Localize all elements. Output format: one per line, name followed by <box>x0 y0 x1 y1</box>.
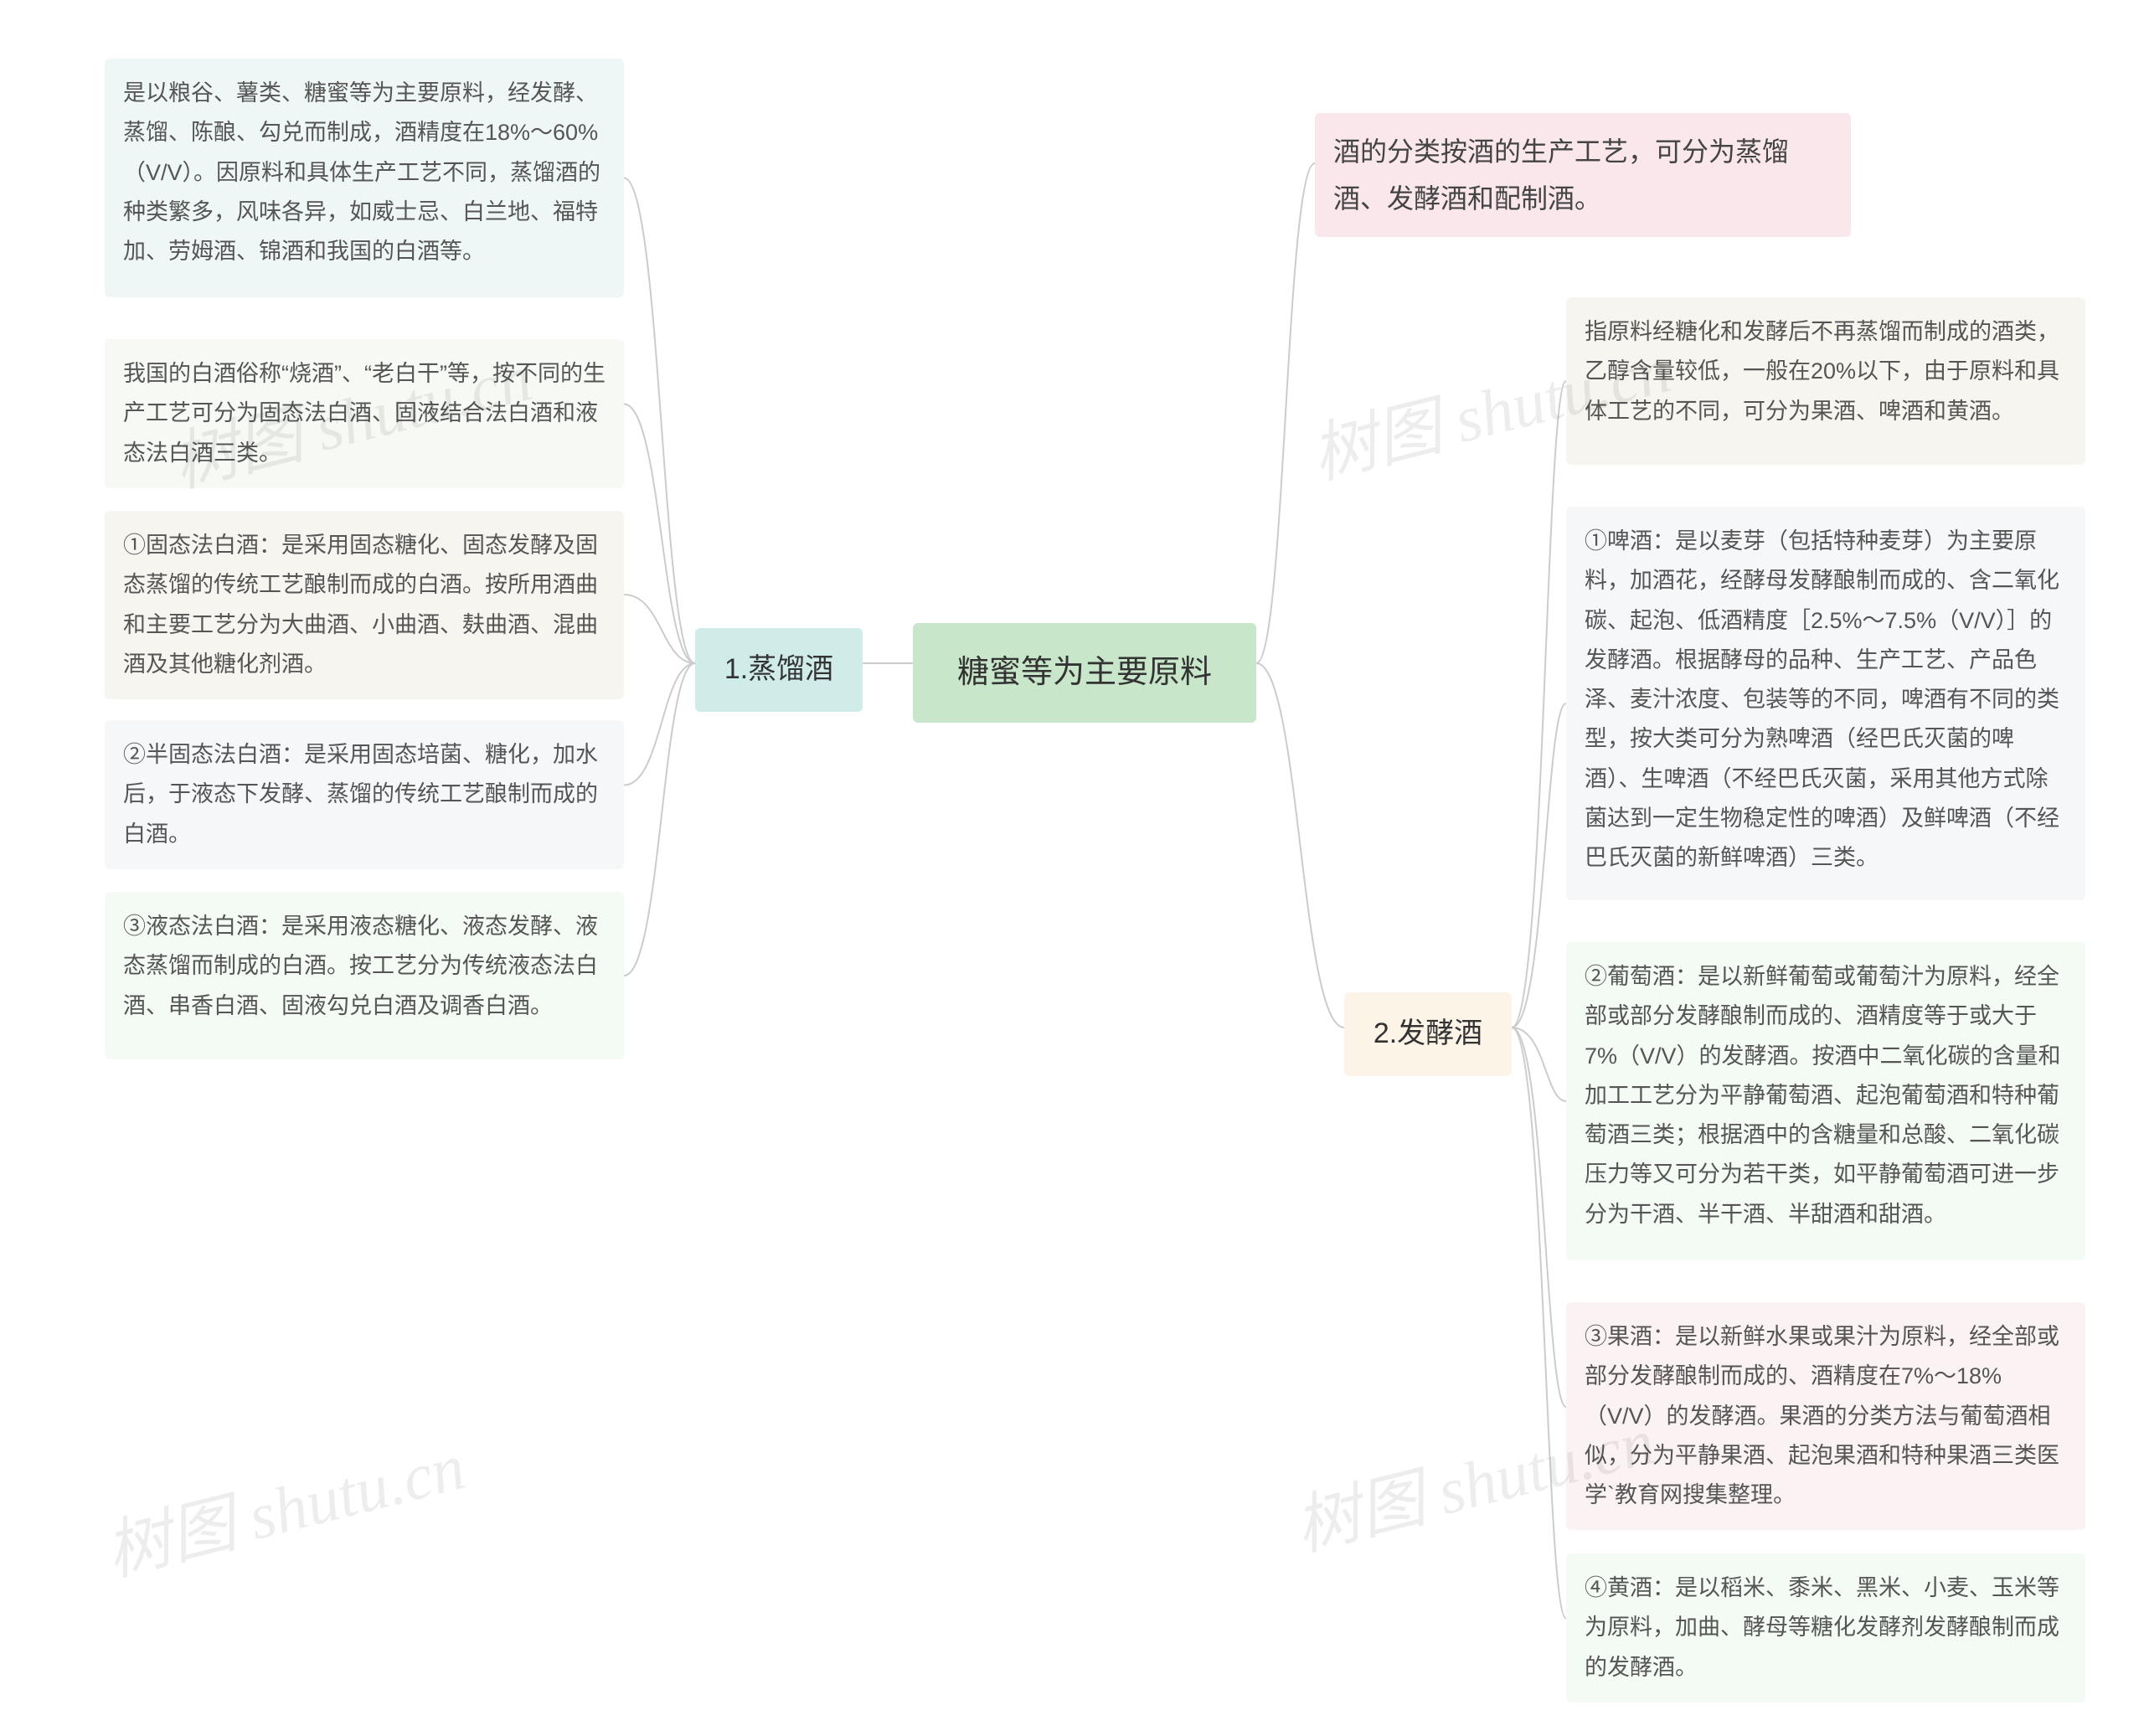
center-label: 糖蜜等为主要原料 <box>957 655 1212 690</box>
branch-fermented-label: 2.发酵酒 <box>1374 1017 1482 1049</box>
leaf-fermented-0: 指原料经糖化和发酵后不再蒸馏而制成的酒类，乙醇含量较低，一般在20%以下，由于原… <box>1566 297 2085 465</box>
leaf-distilled-1: 我国的白酒俗称“烧酒”、“老白干”等，按不同的生产工艺可分为固态法白酒、固液结合… <box>105 339 624 488</box>
branch-classification: 酒的分类按酒的生产工艺，可分为蒸馏酒、发酵酒和配制酒。 <box>1315 113 1851 237</box>
center-node: 糖蜜等为主要原料 <box>913 623 1256 723</box>
watermark: 树图 shutu.cn <box>95 1414 473 1594</box>
branch-classification-label: 酒的分类按酒的生产工艺，可分为蒸馏酒、发酵酒和配制酒。 <box>1333 137 1789 214</box>
leaf-distilled-0: 是以粮谷、薯类、糖蜜等为主要原料，经发酵、蒸馏、陈酿、勾兑而制成，酒精度在18%… <box>105 59 624 297</box>
branch-distilled: 1.蒸馏酒 <box>695 628 863 712</box>
branch-fermented: 2.发酵酒 <box>1344 992 1512 1076</box>
leaf-fermented-1: ①啤酒：是以麦芽（包括特种麦芽）为主要原料，加酒花，经酵母发酵酿制而成的、含二氧… <box>1566 507 2085 900</box>
leaf-fermented-4: ④黄酒：是以稻米、黍米、黑米、小麦、玉米等为原料，加曲、酵母等糖化发酵剂发酵酿制… <box>1566 1553 2085 1703</box>
leaf-distilled-3: ②半固态法白酒：是采用固态培菌、糖化，加水后，于液态下发酵、蒸馏的传统工艺酿制而… <box>105 720 624 869</box>
leaf-fermented-3: ③果酒：是以新鲜水果或果汁为原料，经全部或部分发酵酿制而成的、酒精度在7%～18… <box>1566 1302 2085 1530</box>
leaf-distilled-2: ①固态法白酒：是采用固态糖化、固态发酵及固态蒸馏的传统工艺酿制而成的白酒。按所用… <box>105 511 624 699</box>
leaf-fermented-2: ②葡萄酒：是以新鲜葡萄或葡萄汁为原料，经全部或部分发酵酿制而成的、酒精度等于或大… <box>1566 942 2085 1260</box>
branch-distilled-label: 1.蒸馏酒 <box>724 653 833 685</box>
leaf-distilled-4: ③液态法白酒：是采用液态糖化、液态发酵、液态蒸馏而制成的白酒。按工艺分为传统液态… <box>105 892 624 1059</box>
